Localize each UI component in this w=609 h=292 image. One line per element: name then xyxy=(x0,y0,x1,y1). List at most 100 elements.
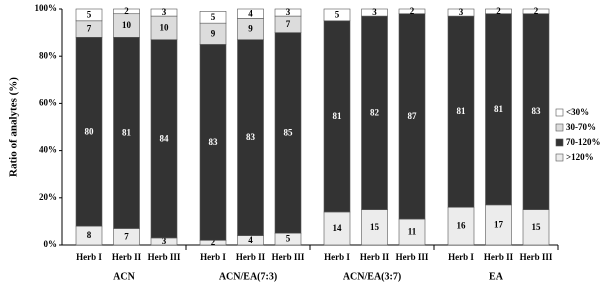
x-tick-label: Herb II xyxy=(112,252,142,262)
data-label: 7 xyxy=(124,231,129,241)
legend-label: <30% xyxy=(566,107,589,117)
bar-segment xyxy=(199,44,227,241)
data-label: 8 xyxy=(87,230,92,240)
bar-segment xyxy=(323,8,351,22)
data-label: 15 xyxy=(532,222,542,232)
data-label: 17 xyxy=(494,220,504,230)
data-label: 81 xyxy=(333,111,343,121)
y-tick-label: 100% xyxy=(35,3,58,13)
bar-segment xyxy=(237,8,264,19)
x-tick-label: Herb III xyxy=(520,252,553,262)
bar-segment xyxy=(447,15,475,208)
group-label: ACN xyxy=(113,271,135,282)
data-label: 9 xyxy=(248,24,253,34)
data-label: 3 xyxy=(162,236,167,246)
data-label: 2 xyxy=(496,6,501,16)
x-tick-label: Herb I xyxy=(448,252,474,262)
bar-segment xyxy=(447,8,475,17)
y-tick-label: 60% xyxy=(39,97,57,107)
bar-segment xyxy=(398,8,426,15)
bar-segment xyxy=(522,209,550,246)
bar-segment xyxy=(75,8,103,22)
data-label: 7 xyxy=(87,24,92,34)
x-tick-label: Herb I xyxy=(200,252,226,262)
legend-swatch xyxy=(555,123,564,132)
x-tick-label: Herb II xyxy=(484,252,514,262)
bar-segment xyxy=(398,13,426,220)
bar-segment xyxy=(485,204,512,246)
data-label: 10 xyxy=(122,20,132,30)
data-label: 2 xyxy=(410,6,415,16)
data-label: 5 xyxy=(286,234,291,244)
y-tick-label: 40% xyxy=(39,145,57,155)
data-label: 11 xyxy=(408,227,417,237)
data-label: 87 xyxy=(408,111,418,121)
data-label: 5 xyxy=(211,12,216,22)
data-label: 81 xyxy=(457,106,467,116)
x-tick-label: Herb II xyxy=(236,252,266,262)
data-label: 16 xyxy=(457,221,467,231)
data-label: 3 xyxy=(372,7,377,17)
group-label: ACN/EA(7:3) xyxy=(219,271,277,282)
bar-segment xyxy=(361,8,388,17)
y-tick-label: 80% xyxy=(39,50,57,60)
bar-segment xyxy=(75,37,103,227)
data-label: 81 xyxy=(122,127,132,137)
x-tick-label: Herb II xyxy=(360,252,390,262)
x-tick-label: Herb III xyxy=(272,252,305,262)
data-label: 83 xyxy=(209,137,219,147)
bar-segment xyxy=(237,39,264,236)
legend-label: 70-120% xyxy=(566,137,601,147)
data-label: 3 xyxy=(459,7,464,17)
data-label: 5 xyxy=(335,9,340,19)
y-axis-label: Ratio of analytes (%) xyxy=(8,77,20,177)
bar-segment xyxy=(522,13,550,210)
bar-segment xyxy=(113,8,140,15)
y-tick-label: 20% xyxy=(39,192,57,202)
bar-segment xyxy=(274,8,302,17)
data-label: 4 xyxy=(248,235,253,245)
group-label: EA xyxy=(489,271,504,282)
data-label: 81 xyxy=(494,104,504,114)
bar-segment xyxy=(199,11,227,24)
x-tick-label: Herb I xyxy=(76,252,102,262)
data-label: 7 xyxy=(286,19,291,29)
bar-segment xyxy=(150,8,178,17)
bar-segment xyxy=(485,13,512,206)
legend-swatch xyxy=(555,108,564,117)
data-label: 82 xyxy=(370,107,380,117)
bar-segment xyxy=(274,32,302,234)
bar-segment xyxy=(398,218,426,246)
bar-segment xyxy=(485,8,512,15)
data-label: 9 xyxy=(211,28,216,38)
x-tick-label: Herb III xyxy=(396,252,429,262)
x-tick-label: Herb III xyxy=(148,252,181,262)
data-label: 14 xyxy=(333,223,343,233)
legend-label: 30-70% xyxy=(566,122,596,132)
data-label: 5 xyxy=(87,9,92,19)
bar-segment xyxy=(361,15,388,210)
data-label: 85 xyxy=(284,127,294,137)
data-label: 2 xyxy=(124,6,129,16)
data-label: 80 xyxy=(85,126,95,136)
x-tick-label: Herb I xyxy=(324,252,350,262)
legend-swatch xyxy=(555,153,564,162)
bar-segment xyxy=(113,37,140,229)
legend-swatch xyxy=(555,138,564,147)
bar-segment xyxy=(323,211,351,246)
y-tick-label: 0% xyxy=(44,239,58,249)
data-label: 2 xyxy=(534,6,539,16)
data-label: 10 xyxy=(160,22,170,32)
data-label: 2 xyxy=(211,237,216,247)
data-label: 4 xyxy=(248,8,253,18)
data-label: 83 xyxy=(532,106,542,116)
data-label: 3 xyxy=(286,7,291,17)
data-label: 3 xyxy=(162,7,167,17)
legend-label: >120% xyxy=(566,152,594,162)
group-label: ACN/EA(3:7) xyxy=(343,271,401,282)
data-label: 15 xyxy=(370,222,380,232)
bar-segment xyxy=(522,8,550,15)
data-label: 83 xyxy=(246,132,256,142)
data-label: 84 xyxy=(160,133,170,143)
